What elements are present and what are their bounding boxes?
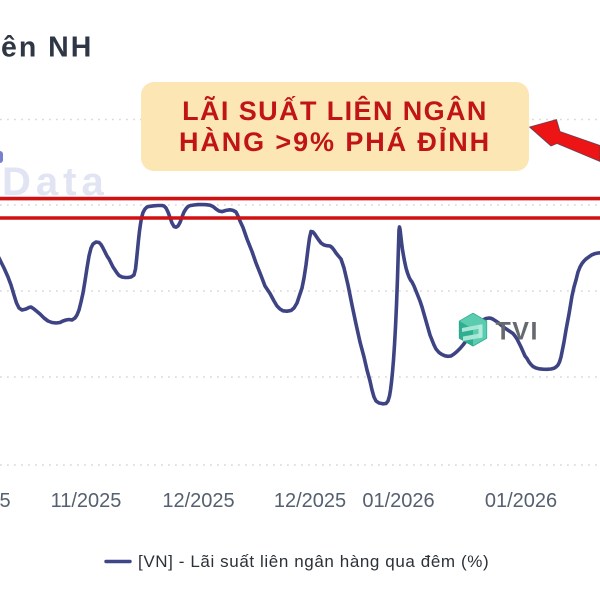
- svg-text:01/2026: 01/2026: [362, 490, 434, 512]
- svg-text:12/2025: 12/2025: [162, 490, 234, 512]
- svg-text:12/2025: 12/2025: [274, 490, 346, 512]
- svg-text:[VN] - Lãi suất liên ngân hàng: [VN] - Lãi suất liên ngân hàng qua đêm (…: [138, 552, 489, 571]
- svg-text:LÃI SUẤT LIÊN NGÂN: LÃI SUẤT LIÊN NGÂN: [182, 95, 488, 126]
- svg-text:5: 5: [0, 490, 11, 512]
- svg-text:TVI: TVI: [496, 318, 539, 346]
- svg-text:Data: Data: [2, 160, 109, 204]
- svg-text:ên NH: ên NH: [1, 32, 93, 64]
- svg-text:HÀNG >9% PHÁ ĐỈNH: HÀNG >9% PHÁ ĐỈNH: [179, 125, 491, 157]
- svg-text:11/2025: 11/2025: [51, 490, 122, 512]
- svg-text:01/2026: 01/2026: [485, 490, 557, 512]
